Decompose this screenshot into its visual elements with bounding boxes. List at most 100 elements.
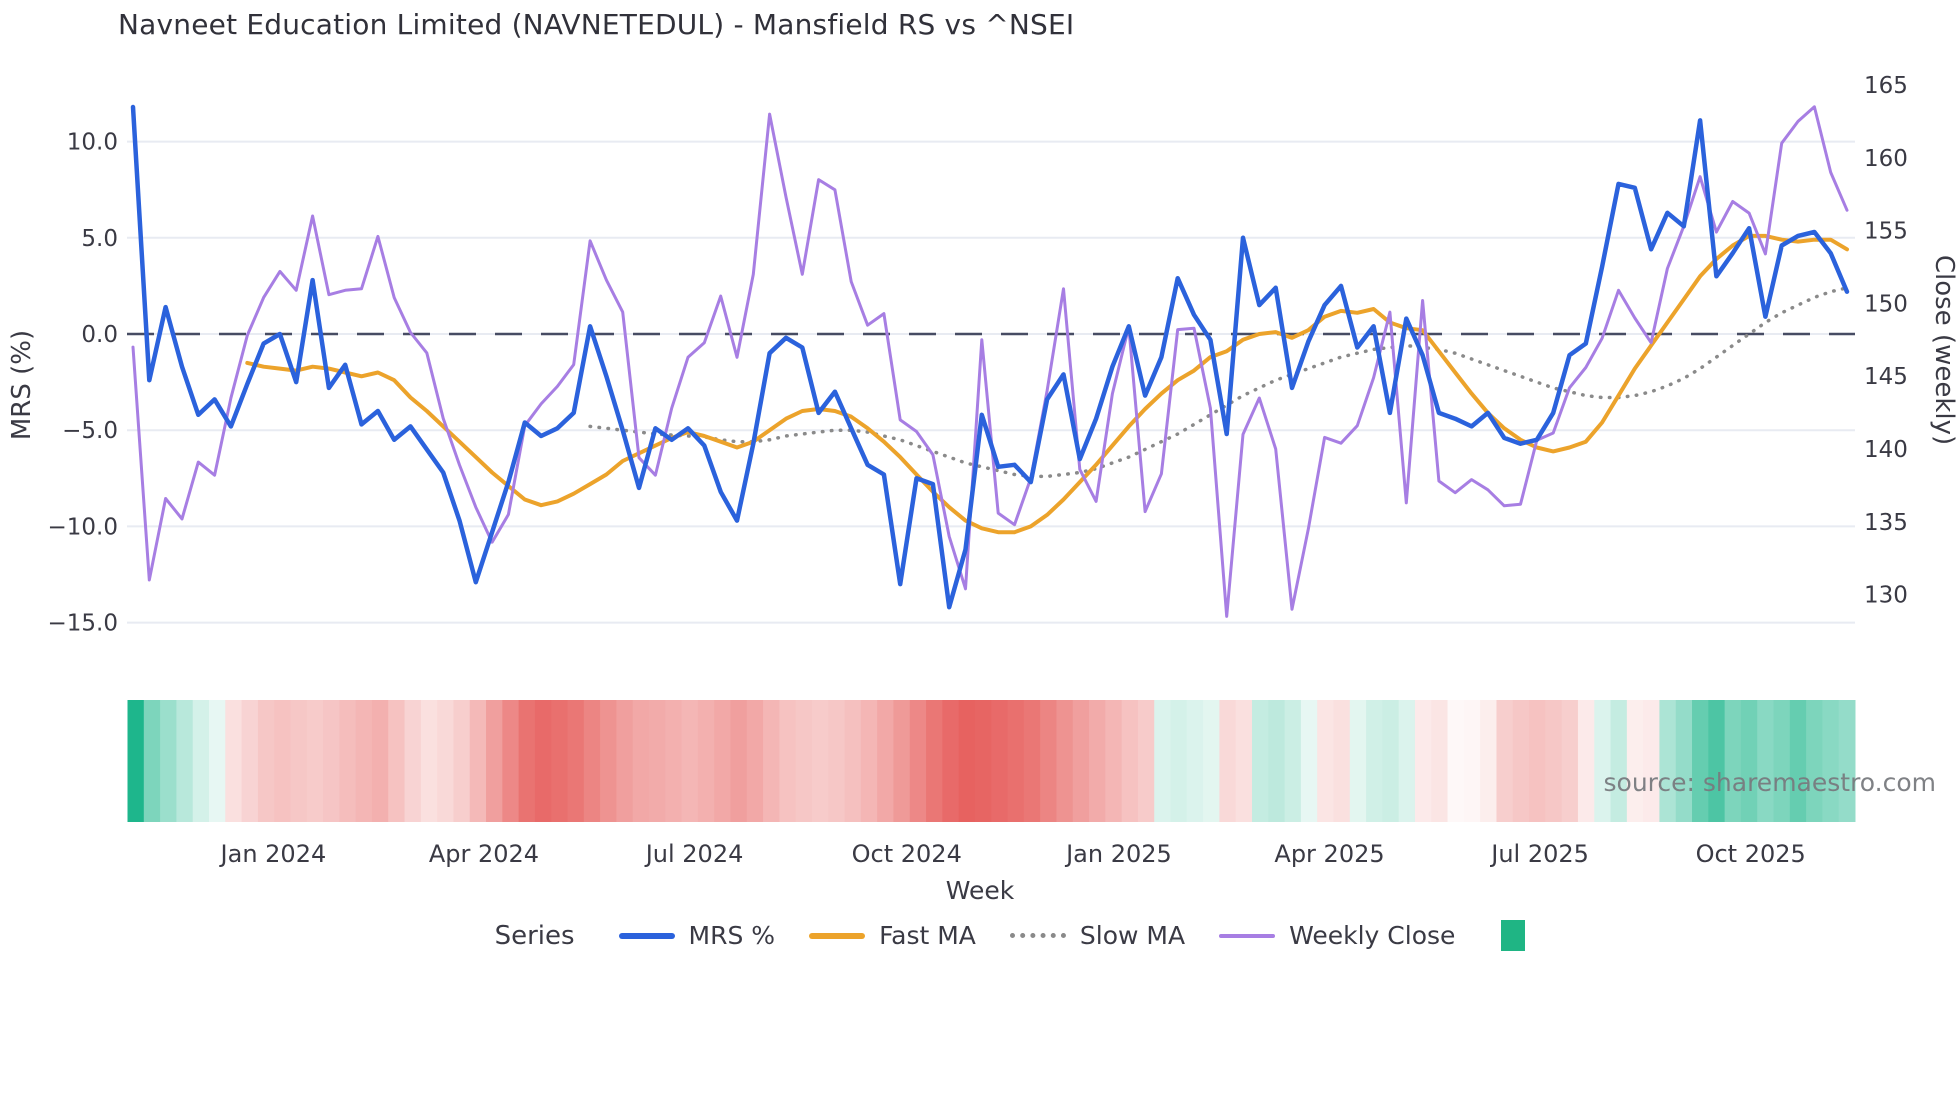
x-tick-label: Apr 2024 bbox=[429, 840, 539, 868]
heatmap-cell bbox=[1610, 700, 1628, 822]
y-left-tick-label: −15.0 bbox=[48, 611, 118, 637]
x-tick-label: Apr 2025 bbox=[1274, 840, 1384, 868]
heatmap-cell bbox=[1773, 700, 1791, 822]
legend-swatch-icon bbox=[1009, 933, 1066, 938]
heatmap-cell bbox=[600, 700, 617, 822]
legend-title: Series bbox=[494, 920, 575, 951]
heatmap-cell bbox=[486, 700, 503, 822]
heatmap-cell bbox=[208, 700, 226, 822]
heatmap-cell bbox=[1577, 700, 1595, 822]
heatmap-cell bbox=[1463, 700, 1481, 822]
heatmap-cell bbox=[274, 700, 291, 822]
x-tick-label: Oct 2024 bbox=[852, 840, 962, 868]
heatmap-cell bbox=[437, 700, 454, 822]
y-axis-left-title: MRS (%) bbox=[7, 330, 37, 440]
legend-item-label: Fast MA bbox=[879, 921, 976, 950]
heatmap-cell bbox=[469, 700, 487, 822]
legend-swatch-icon bbox=[1219, 933, 1276, 938]
heatmap-cell bbox=[143, 700, 161, 822]
y-right-tick-label: 130 bbox=[1864, 583, 1908, 609]
heatmap-cell bbox=[1692, 700, 1709, 822]
heatmap-cell bbox=[1040, 700, 1057, 822]
heatmap-cell bbox=[1594, 700, 1612, 822]
heatmap-cell bbox=[257, 700, 275, 822]
heatmap-cell bbox=[583, 700, 601, 822]
heatmap-swatch-icon bbox=[1501, 920, 1526, 951]
heatmap-cell bbox=[893, 700, 911, 822]
heatmap-cell bbox=[714, 700, 731, 822]
heatmap-cell bbox=[1757, 700, 1775, 822]
heatmap-strip bbox=[127, 700, 1856, 822]
legend-item-fast-ma: Fast MA bbox=[809, 921, 976, 950]
heatmap-cell bbox=[404, 700, 422, 822]
heatmap-cell bbox=[1496, 700, 1514, 822]
heatmap-cell bbox=[1659, 700, 1677, 822]
heatmap-cell bbox=[926, 700, 943, 822]
y-left-tick-label: 5.0 bbox=[81, 226, 118, 252]
y-axis-right-title: Close (weekly) bbox=[1929, 255, 1959, 445]
legend-item-label: Slow MA bbox=[1079, 921, 1186, 950]
heatmap-cell bbox=[192, 700, 210, 822]
page-title: Navneet Education Limited (NAVNETEDUL) -… bbox=[118, 8, 1075, 41]
heatmap-cell bbox=[877, 700, 894, 822]
heatmap-cell bbox=[1822, 700, 1840, 822]
legend-item-mrs-: MRS % bbox=[618, 921, 776, 950]
x-axis-ticks: Jan 2024 Apr 2024 Jul 2024 Oct 2024 Jan 2025… bbox=[219, 840, 1806, 868]
heatmap-cell bbox=[1056, 700, 1074, 822]
y-left-tick-label: −5.0 bbox=[62, 418, 118, 444]
heatmap-cell bbox=[942, 700, 960, 822]
heatmap-cell bbox=[1121, 700, 1139, 822]
heatmap-cell bbox=[697, 700, 715, 822]
legend-swatch-icon bbox=[809, 932, 866, 939]
heatmap-cell bbox=[1398, 700, 1416, 822]
heatmap-cell bbox=[1366, 700, 1383, 822]
y-left-tick-label: 10.0 bbox=[67, 130, 118, 156]
heatmap-cell bbox=[1137, 700, 1155, 822]
heatmap-cell bbox=[1382, 700, 1400, 822]
legend-item-label: MRS % bbox=[688, 921, 776, 950]
y-right-tick-label: 150 bbox=[1864, 291, 1908, 317]
series-line-mrs- bbox=[130, 104, 1850, 610]
y-right-tick-label: 145 bbox=[1864, 364, 1908, 390]
heatmap-cell bbox=[828, 700, 846, 822]
legend-items: MRS % Fast MA Slow MA Weekly Close bbox=[618, 921, 1455, 950]
y-left-tick-label: 0.0 bbox=[81, 322, 118, 348]
heatmap-cell bbox=[323, 700, 340, 822]
legend-item-slow-ma: Slow MA bbox=[1009, 921, 1186, 950]
heatmap-cell bbox=[1284, 700, 1302, 822]
legend-swatch-icon bbox=[618, 932, 675, 939]
heatmap-cell bbox=[551, 700, 569, 822]
heatmap-cell bbox=[567, 700, 585, 822]
series-line-weekly-close bbox=[131, 105, 1849, 618]
x-tick-label: Oct 2025 bbox=[1696, 840, 1806, 868]
y-right-tick-label: 140 bbox=[1864, 437, 1908, 463]
x-axis-title: Week bbox=[945, 876, 1015, 905]
heatmap-cell bbox=[1203, 700, 1220, 822]
heatmap-cell bbox=[811, 700, 829, 822]
heatmap-cell bbox=[1089, 700, 1106, 822]
heatmap-cell bbox=[958, 700, 976, 822]
heatmap-cell bbox=[1724, 700, 1742, 822]
y-right-tick-label: 160 bbox=[1864, 146, 1908, 172]
heatmap-cell bbox=[1838, 700, 1856, 822]
heatmap-cell bbox=[616, 700, 634, 822]
heatmap-cell bbox=[1105, 700, 1123, 822]
legend: Series MRS % Fast MA Slow MA Weekly Close bbox=[0, 920, 1960, 951]
heatmap-cell bbox=[1789, 700, 1807, 822]
heatmap-cell bbox=[388, 700, 406, 822]
heatmap-cell bbox=[1333, 700, 1351, 822]
heatmap-cell bbox=[290, 700, 308, 822]
heatmap-cell bbox=[1219, 700, 1237, 822]
heatmap-cell bbox=[1268, 700, 1286, 822]
heatmap-cell bbox=[1806, 700, 1823, 822]
heatmap-cell bbox=[1447, 700, 1465, 822]
heatmap-cell bbox=[339, 700, 357, 822]
heatmap-cell bbox=[502, 700, 520, 822]
heatmap-cell bbox=[632, 700, 650, 822]
heatmap-cell bbox=[1480, 700, 1497, 822]
heatmap-cell bbox=[1349, 700, 1367, 822]
heatmap-cell bbox=[355, 700, 373, 822]
heatmap-cell bbox=[160, 700, 177, 822]
x-tick-label: Jul 2024 bbox=[644, 840, 744, 868]
series-lines bbox=[130, 104, 1850, 618]
